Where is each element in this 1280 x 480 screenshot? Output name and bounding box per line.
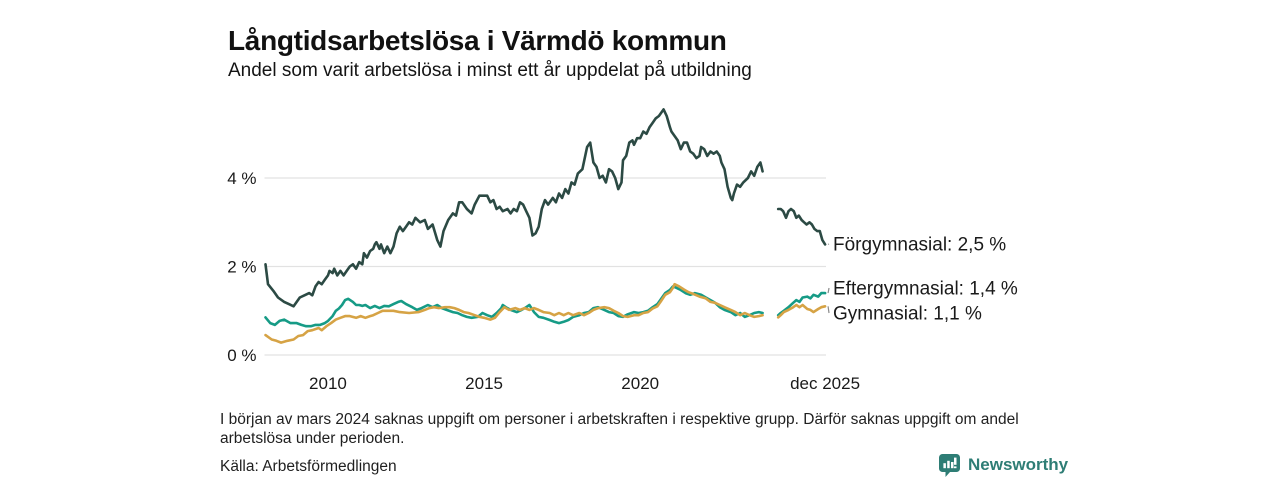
newsworthy-logo: Newsworthy [938,452,1068,478]
series-line-eftergymnasial-seg2 [776,291,827,317]
legend-label-gymnasial: Gymnasial: 1,1 % [833,304,982,325]
newsworthy-bubble-barchart-icon [939,453,960,477]
y-tick-label: 4 % [227,169,256,188]
series-line-förgymnasial-seg2 [776,207,827,246]
x-tick-label: 2015 [465,374,503,393]
page-subtitle: Andel som varit arbetslösa i minst ett å… [228,60,752,81]
y-tick-label: 2 % [227,258,256,277]
series-line-gymnasial-seg2 [776,303,827,319]
x-tick-label: dec 2025 [790,374,860,393]
series-line-gymnasial-seg1 [264,282,764,344]
series-line-förgymnasial-seg1 [264,108,764,308]
newsworthy-wordmark: Newsworthy [968,455,1069,474]
x-tick-label: 2020 [621,374,659,393]
legend-leader-gymnasial [827,306,830,314]
page-title: Långtidsarbetslösa i Värmdö kommun [228,24,727,56]
legend-leader-eftergymnasial [827,287,830,294]
footnote: I början av mars 2024 saknas uppgift om … [220,411,1019,447]
legend-label-förgymnasial: Förgymnasial: 2,5 % [833,235,1006,256]
x-tick-label: 2010 [309,374,347,393]
legend-label-eftergymnasial: Eftergymnasial: 1,4 % [833,279,1018,300]
y-tick-label: 0 % [227,346,256,365]
source-line: Källa: Arbetsförmedlingen [220,458,397,475]
